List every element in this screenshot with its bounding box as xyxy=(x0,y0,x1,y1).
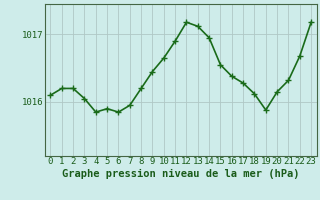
X-axis label: Graphe pression niveau de la mer (hPa): Graphe pression niveau de la mer (hPa) xyxy=(62,169,300,179)
